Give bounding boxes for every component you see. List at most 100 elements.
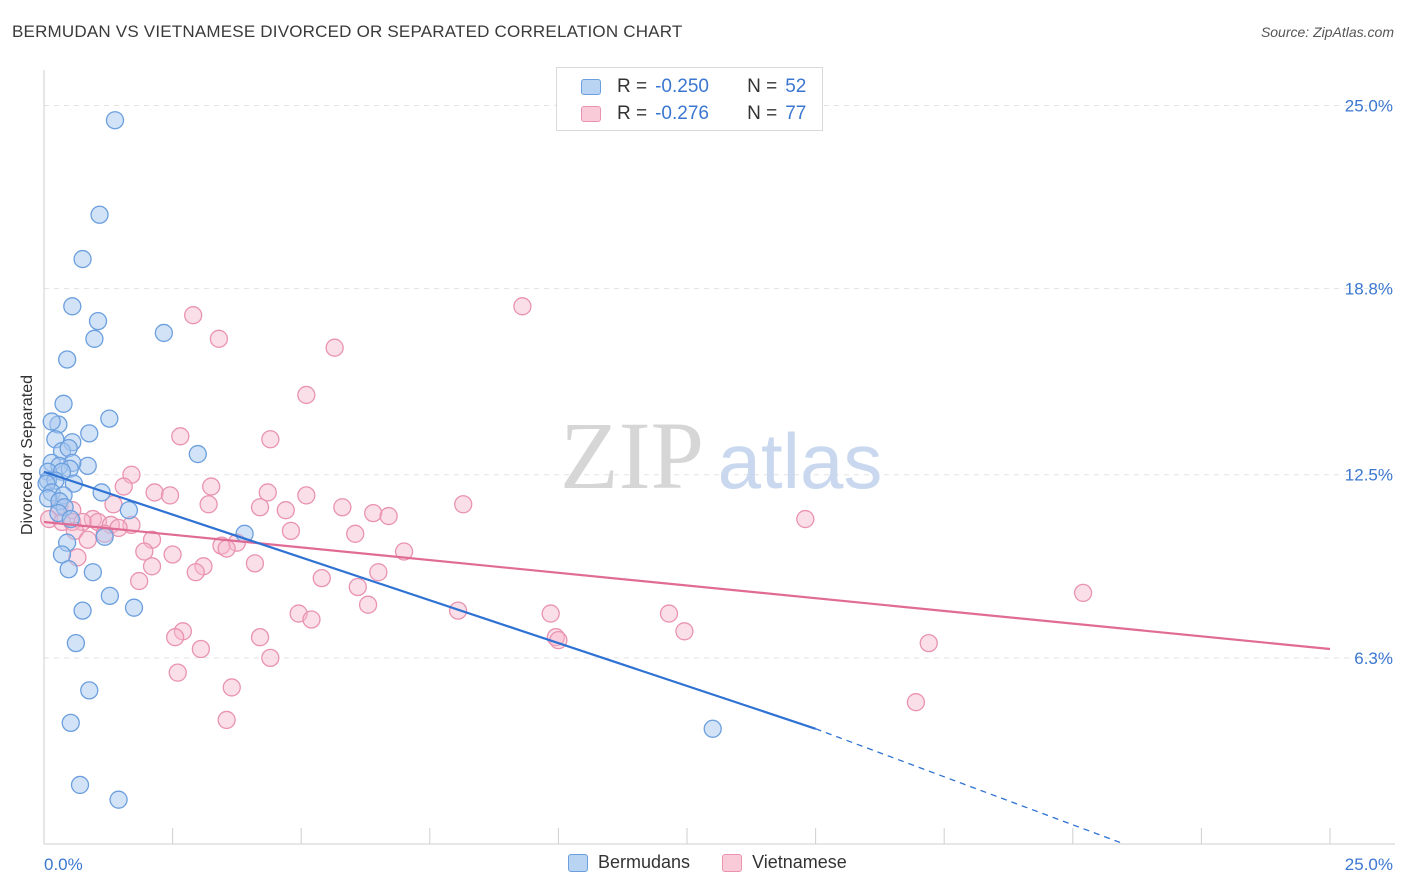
legend-label: Bermudans <box>598 852 691 872</box>
bermudans-trend-extension <box>815 728 1125 845</box>
vietnamese-point <box>250 628 270 647</box>
bermudans-point <box>109 790 128 809</box>
n-label: N = <box>747 103 778 124</box>
vietnamese-point <box>276 501 295 520</box>
vietnamese-point <box>659 604 679 623</box>
grid-lines <box>44 104 1395 659</box>
bermudans-point <box>90 205 109 224</box>
bermudans-point <box>92 483 111 502</box>
vietnamese-point <box>202 477 221 496</box>
watermark: ZIP atlas <box>560 402 882 509</box>
vietnamese-point <box>217 539 236 558</box>
vietnamese-point <box>130 571 149 591</box>
bermudans-point <box>61 713 80 733</box>
bermudans-point <box>59 560 78 579</box>
bermudans-swatch <box>581 79 601 95</box>
r-value: -0.276 <box>655 103 709 124</box>
vietnamese-point <box>346 524 365 543</box>
vietnamese-point <box>199 495 218 514</box>
vietnamese-point <box>394 542 414 561</box>
axes <box>43 70 1395 845</box>
bermudans-point <box>703 719 722 738</box>
bermudans-point <box>80 424 99 443</box>
vietnamese-point <box>297 486 316 505</box>
bermudans-point <box>124 598 144 617</box>
watermark-zip: ZIP <box>560 402 704 509</box>
vietnamese-point <box>906 693 926 712</box>
r-value: -0.250 <box>655 76 709 97</box>
bermudans-point <box>105 111 125 130</box>
vietnamese-point <box>212 536 231 555</box>
vietnamese-point <box>250 498 270 517</box>
vietnamese-point <box>261 648 280 668</box>
legend-series: Bermudans Vietnamese <box>568 852 879 873</box>
y-tick-label: 12.5% <box>1345 466 1393 485</box>
vietnamese-point <box>796 509 815 529</box>
bermudans-point <box>42 412 61 431</box>
vietnamese-point <box>168 663 187 682</box>
vietnamese-point <box>281 521 301 541</box>
legend-item-vietnamese: Vietnamese <box>722 852 847 873</box>
vietnamese-point <box>1073 583 1093 603</box>
x-tick-label: 25.0% <box>1345 855 1393 874</box>
bermudans-point <box>70 775 90 795</box>
vietnamese-point <box>166 628 185 647</box>
vietnamese-point <box>297 385 316 405</box>
x-tick-label: 0.0% <box>44 855 83 874</box>
vietnamese-point <box>312 568 331 588</box>
vietnamese-point <box>364 503 383 523</box>
bermudans-point <box>100 409 119 428</box>
y-tick-label: 25.0% <box>1345 96 1393 115</box>
bermudans-point <box>188 444 207 464</box>
bermudans-point <box>78 456 97 476</box>
n-value: 52 <box>785 76 807 97</box>
vietnamese-point <box>541 604 560 623</box>
legend-item-bermudans: Bermudans <box>568 852 690 873</box>
vietnamese-points <box>39 297 1093 730</box>
bermudans-point <box>73 249 92 269</box>
bermudans-point <box>85 329 104 348</box>
vietnamese-point <box>145 483 164 502</box>
bermudans-point <box>154 323 174 343</box>
vietnamese-point <box>379 506 398 526</box>
source-label: Source: ZipAtlas.com <box>1260 24 1394 40</box>
chart-title: BERMUDAN VS VIETNAMESE DIVORCED OR SEPAR… <box>12 22 683 41</box>
vietnamese-point <box>78 530 97 549</box>
vietnamese-point <box>302 610 321 629</box>
vietnamese-point <box>222 678 241 697</box>
vietnamese-point <box>333 498 352 517</box>
vietnamese-point <box>191 639 211 659</box>
legend-row-bermudans: R = -0.250 N = 52 <box>581 76 806 98</box>
vietnamese-point <box>261 430 280 449</box>
vietnamese-point <box>258 483 277 502</box>
vietnamese-point <box>348 577 367 597</box>
legend-label: Vietnamese <box>752 852 847 872</box>
legend-stats: R = -0.250 N = 52 R = -0.276 N = 77 <box>556 67 823 131</box>
vietnamese-point <box>142 557 162 576</box>
bermudans-swatch <box>568 853 588 872</box>
bermudans-point <box>66 633 86 653</box>
vietnamese-point <box>217 710 236 730</box>
vietnamese-swatch <box>722 853 743 872</box>
bermudans-point <box>80 681 99 700</box>
vietnamese-swatch <box>581 106 601 122</box>
vietnamese-point <box>513 297 532 316</box>
bermudans-point <box>52 545 72 564</box>
vietnamese-point <box>114 477 133 496</box>
vietnamese-point <box>184 306 203 325</box>
trend-lines <box>43 470 1331 845</box>
vietnamese-point <box>369 563 388 582</box>
vietnamese-point <box>160 486 180 505</box>
tick-labels: 6.3% 12.5% 18.8% 25.0% 0.0% 25.0% <box>44 96 1393 874</box>
vietnamese-point <box>163 545 182 564</box>
y-tick-label: 18.8% <box>1345 280 1393 299</box>
bermudans-point <box>83 563 103 582</box>
bermudans-point <box>95 527 114 546</box>
vietnamese-point <box>454 495 473 514</box>
bermudans-point <box>54 394 73 413</box>
n-label: N = <box>747 76 778 97</box>
bermudans-point <box>63 297 82 316</box>
bermudans-trend-line <box>43 470 816 730</box>
vietnamese-point <box>325 338 344 357</box>
y-axis-label: Divorced or Separated <box>19 374 36 536</box>
